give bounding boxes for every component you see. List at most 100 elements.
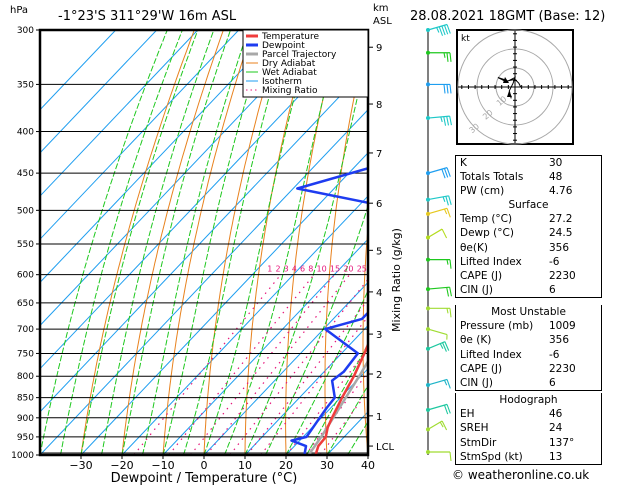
wind-barb xyxy=(426,450,452,462)
legend-label: Dry Adiabat xyxy=(262,59,316,69)
pressure-tick-label: 550 xyxy=(17,240,34,250)
height-tick-label: 1 xyxy=(376,412,382,423)
indices-surface-table: Surface Temp (°C) 27.2 Dewp (°C) 24.5 θe(K) 35… xyxy=(455,198,602,299)
wind-barb xyxy=(426,207,451,218)
mixing-ratio-label: 15 xyxy=(330,265,340,274)
pressure-tick-label: 700 xyxy=(17,325,34,335)
barb-feather xyxy=(446,52,449,62)
mixing-ratio-label: 1 xyxy=(267,265,272,274)
barb-feather xyxy=(443,25,449,35)
index-value: 24.5 xyxy=(549,227,573,240)
x-axis-label: Dewpoint / Temperature (°C) xyxy=(111,471,298,486)
legend-label: Isotherm xyxy=(262,77,302,87)
height-tick-label: 6 xyxy=(376,199,382,210)
index-row: PW (cm) 4.76 xyxy=(456,184,601,198)
barb-feather xyxy=(448,195,452,205)
index-row: Temp (°C) 27.2 xyxy=(456,212,601,226)
barb-feather xyxy=(446,116,450,126)
temperature-tick-label: −30 xyxy=(69,459,92,472)
index-row: SREH 24 xyxy=(456,421,601,435)
barb-shaft xyxy=(427,207,448,215)
wind-barb xyxy=(426,341,450,352)
legend-label: Dewpoint xyxy=(262,41,305,51)
pressure-tick-label: 400 xyxy=(17,128,34,138)
barb-feather xyxy=(443,52,446,58)
index-label: PW (cm) xyxy=(460,185,505,198)
barb-feather xyxy=(445,196,449,206)
index-row: θe(K) 356 xyxy=(456,241,601,255)
wind-barb xyxy=(426,82,452,94)
index-value: 6 xyxy=(549,376,556,389)
wind-barb xyxy=(426,257,452,269)
barb-shaft xyxy=(427,328,448,336)
section-title: Surface xyxy=(508,199,549,211)
mixing-ratio-line xyxy=(319,390,368,455)
index-row: CIN (J) 6 xyxy=(456,283,601,297)
isotherm-line xyxy=(40,109,368,455)
profiles xyxy=(290,167,368,455)
index-label: StmDir xyxy=(460,436,497,449)
mixing-ratio-line xyxy=(206,274,351,455)
barb-shaft xyxy=(427,23,448,31)
pressure-tick-label: 950 xyxy=(17,433,34,443)
index-label: K xyxy=(460,157,467,169)
index-label: SREH xyxy=(460,422,489,435)
mixing-ratio-label: 10 xyxy=(317,265,327,274)
index-label: CIN (J) xyxy=(460,284,493,297)
isotherm-line xyxy=(162,238,368,455)
hodograph-unit-label: kt xyxy=(461,34,470,44)
mixing-ratio-label: 8 xyxy=(308,265,313,274)
location-title: -1°23'S 311°29'W 16m ASL xyxy=(58,9,237,24)
index-label: StmSpd (kt) xyxy=(460,450,523,463)
wet-adiabat-line xyxy=(306,342,368,455)
mean-wind-marker xyxy=(507,91,512,97)
mixing-ratio-label: 3 xyxy=(284,265,289,274)
barb-feather xyxy=(439,421,444,428)
index-value: 356 xyxy=(549,334,570,347)
index-label: Pressure (mb) xyxy=(460,320,534,333)
barb-feather xyxy=(449,259,452,269)
mixing-ratio-label: 25 xyxy=(357,265,367,274)
mixing-ratio-axis-label: Mixing Ratio (g/kg) xyxy=(390,228,403,332)
height-tick-label: LCL xyxy=(376,442,395,453)
wet-adiabat-line xyxy=(121,30,231,455)
barb-feather xyxy=(446,208,451,218)
legend-label: Temperature xyxy=(261,32,319,42)
height-tick-label: 3 xyxy=(376,330,382,341)
pressure-tick-label: 300 xyxy=(17,26,34,36)
pressure-tick-label: 350 xyxy=(17,80,34,90)
barb-feather xyxy=(443,208,448,215)
index-label: CAPE (J) xyxy=(460,362,503,375)
index-label: θe(K) xyxy=(460,241,488,254)
mixing-ratio-label: 20 xyxy=(343,265,353,274)
barb-feather xyxy=(439,343,444,349)
index-row: StmSpd (kt) 13 xyxy=(456,450,601,464)
index-row: Lifted Index -6 xyxy=(456,348,601,362)
barb-shaft xyxy=(427,378,448,386)
barb-feather xyxy=(444,341,450,351)
legend-label: Parcel Trajectory xyxy=(262,50,337,60)
wind-barb xyxy=(426,403,451,415)
barb-shaft xyxy=(427,167,448,174)
isotherm-line xyxy=(40,30,158,154)
temperature-tick-label: −20 xyxy=(110,459,133,472)
pressure-tick-label: 800 xyxy=(17,372,34,382)
wet-adiabat-line xyxy=(60,30,183,455)
barb-shaft xyxy=(427,195,449,201)
barb-feather xyxy=(443,116,447,126)
index-value: 46 xyxy=(549,408,563,421)
isotherm-line xyxy=(40,30,281,284)
barb-feather xyxy=(449,451,452,462)
barb-feather xyxy=(449,52,452,62)
index-label: CAPE (J) xyxy=(460,269,503,282)
index-label: Lifted Index xyxy=(460,255,522,268)
isotherm-line xyxy=(40,65,368,413)
mixing-ratio-line xyxy=(229,278,368,455)
mixing-ratio-label: 2 xyxy=(275,265,280,274)
barb-feather xyxy=(446,287,450,297)
dry-adiabat-line xyxy=(436,30,456,455)
barb-feather xyxy=(441,228,448,239)
index-row: EH 46 xyxy=(456,407,601,421)
height-tick-label: 4 xyxy=(376,288,382,299)
